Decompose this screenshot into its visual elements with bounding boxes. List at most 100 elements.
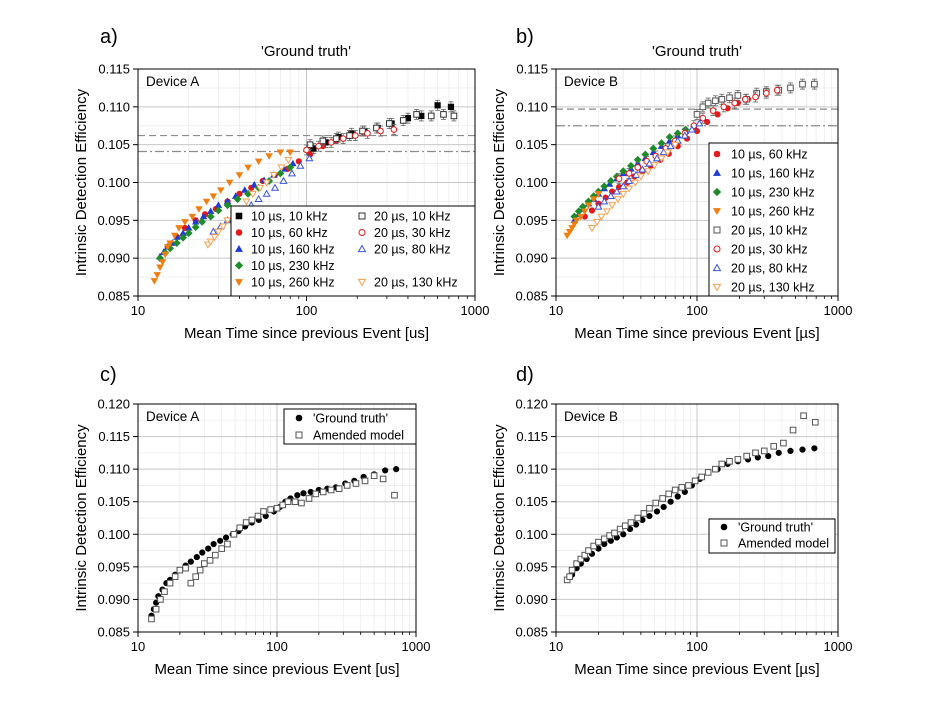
legend-label: 10 µs, 260 kHz: [731, 205, 815, 219]
legend-marker: [712, 187, 722, 197]
data-point: [695, 119, 704, 127]
data-point: [236, 524, 244, 532]
x-axis-label: Mean Time since previous Event [µs]: [574, 325, 819, 342]
data-point: [364, 130, 371, 137]
data-point: [594, 191, 603, 198]
legend-marker: [235, 229, 243, 236]
data-point: [270, 183, 280, 191]
data-point: [161, 588, 168, 595]
data-point: [773, 86, 781, 94]
data-point: [588, 207, 596, 214]
data-point: [447, 103, 455, 110]
data-point: [650, 162, 659, 170]
legend-marker: [713, 150, 721, 158]
data-point: [210, 234, 219, 242]
x-axis-label: Mean Time since previous Event [µs]: [574, 661, 819, 678]
data-point: [600, 197, 609, 205]
data-point: [157, 596, 164, 603]
y-tick-label: 0.115: [98, 429, 130, 444]
data-point: [305, 495, 313, 502]
data-point: [187, 579, 195, 587]
data-point: [765, 453, 772, 460]
data-point: [269, 172, 278, 180]
data-point: [714, 111, 721, 118]
data-point: [734, 92, 742, 99]
legend-label: 10 µs, 10 kHz: [251, 210, 328, 224]
chart-title: 'Ground truth': [261, 43, 351, 60]
data-point: [649, 144, 658, 153]
y-tick-label: 0.100: [97, 175, 130, 190]
legend-label: 10 µs, 60 kHz: [731, 148, 808, 162]
series-5: [150, 149, 294, 285]
data-point: [585, 547, 592, 554]
y-tick-label: 0.110: [516, 99, 548, 114]
data-point: [634, 164, 642, 171]
legend-label: 20 µs, 10 kHz: [374, 210, 451, 224]
data-point: [625, 185, 634, 193]
data-point: [674, 493, 681, 500]
data-point: [223, 217, 232, 225]
data-point: [627, 519, 635, 526]
data-point: [236, 190, 243, 197]
data-point: [646, 512, 653, 520]
y-axis-label: Intrinsic Detection Efficiency: [491, 424, 508, 612]
data-point: [391, 491, 398, 499]
data-point: [789, 426, 797, 434]
data-point: [382, 467, 389, 474]
data-point: [699, 103, 707, 111]
data-point: [563, 232, 571, 240]
data-point: [206, 557, 214, 564]
data-point: [734, 456, 742, 463]
data-point: [627, 161, 635, 170]
data-point: [743, 452, 750, 460]
data-point: [214, 228, 223, 236]
data-point: [611, 529, 618, 537]
chart-title: 'Ground truth': [652, 43, 742, 60]
data-point: [163, 244, 172, 251]
series-8: [587, 141, 680, 233]
y-tick-label: 0.105: [515, 137, 548, 152]
data-point: [176, 566, 184, 574]
data-point: [413, 111, 420, 118]
data-point: [577, 555, 585, 563]
legend-label: 'Ground truth': [313, 412, 388, 426]
legend-marker: [712, 283, 722, 292]
x-tick-label: 1000: [824, 303, 853, 318]
data-point: [581, 551, 589, 559]
data-point: [170, 232, 179, 240]
legend-label: 10 µs, 230 kHz: [251, 259, 335, 273]
data-point: [188, 213, 197, 221]
y-tick-label: 0.095: [97, 559, 130, 574]
data-point: [284, 156, 293, 165]
data-point: [612, 187, 621, 195]
data-point: [276, 169, 285, 178]
data-point: [296, 161, 305, 169]
data-point: [704, 99, 712, 107]
y-tick-label: 0.105: [97, 494, 130, 509]
data-point: [254, 158, 263, 166]
data-point: [811, 418, 819, 426]
data-point: [718, 460, 726, 468]
data-point: [233, 195, 242, 204]
data-point: [254, 194, 263, 203]
data-point: [205, 545, 212, 552]
legend-marker: [234, 261, 244, 270]
data-point: [595, 538, 602, 546]
data-point: [187, 558, 194, 565]
data-point: [640, 510, 648, 517]
data-point: [667, 498, 674, 505]
legend-marker: [357, 244, 367, 253]
legend: 10 µs, 10 kHz 10 µs, 60 kHz 10 µs, 160 kHz…: [230, 205, 476, 297]
device-label: Device B: [564, 409, 618, 424]
data-point: [198, 217, 206, 226]
data-point: [666, 141, 675, 150]
data-point: [811, 445, 818, 452]
data-point: [352, 132, 359, 139]
data-point: [339, 135, 347, 142]
data-point: [606, 177, 615, 185]
data-point: [573, 560, 580, 567]
data-point: [663, 149, 672, 157]
data-point: [671, 486, 679, 494]
y-tick-label: 0.110: [98, 462, 130, 477]
x-axis-label: Mean Time since previous Event [us]: [184, 325, 429, 342]
